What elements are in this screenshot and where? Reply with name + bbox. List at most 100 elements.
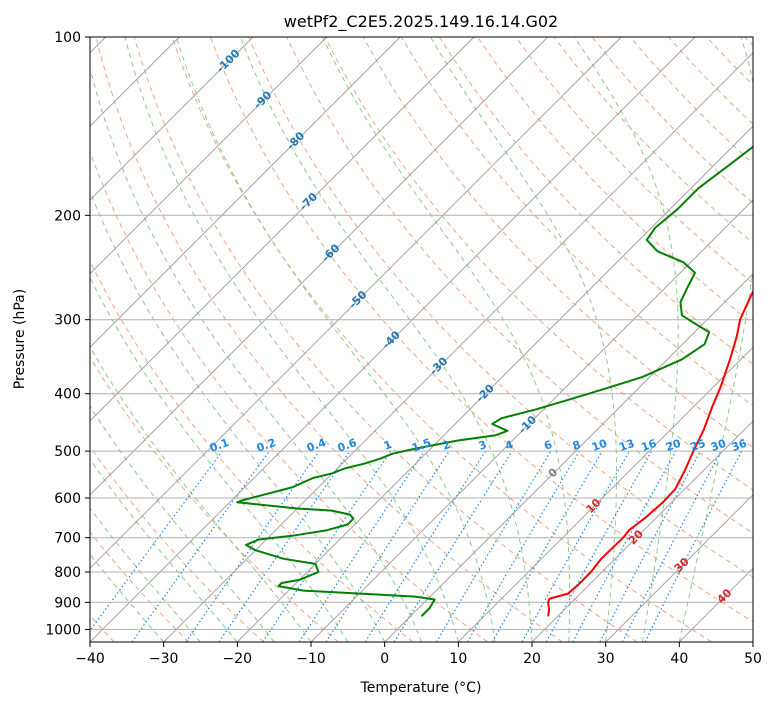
mixing-ratio-line	[90, 450, 223, 632]
grid	[90, 36, 753, 630]
y-axis-label: Pressure (hPa)	[12, 289, 28, 389]
isotherm	[90, 37, 622, 569]
mixing-ratio-label: 36	[730, 437, 749, 455]
mixing-ratio-line	[572, 450, 677, 642]
x-tick-label: 10	[449, 651, 467, 667]
isotherm-label: -20	[474, 381, 497, 404]
isotherm	[384, 273, 753, 642]
isotherm	[752, 641, 753, 642]
isotherm-label: -100	[214, 47, 243, 76]
mixing-ratio-label: 20	[664, 437, 683, 455]
isotherm-label: -70	[297, 190, 320, 213]
dry-adiabat	[133, 37, 638, 642]
isotherm	[90, 37, 475, 422]
mixing-ratio-label: 1.5	[410, 436, 433, 455]
moist-adiabat	[574, 37, 679, 642]
dry-adiabat	[668, 37, 753, 125]
moist-adiabat	[90, 276, 349, 642]
isotherm-label: -40	[380, 328, 403, 351]
mixing-ratio-label: 0.1	[208, 436, 231, 455]
dry-adiabat	[400, 37, 753, 407]
isotherm	[90, 37, 696, 642]
mixing-ratio-line	[466, 450, 580, 642]
isotherm-label: -80	[284, 129, 307, 152]
dry-adiabat	[90, 445, 264, 642]
annotations: -100-90-80-70-60-50-40-30-20-10010203040…	[208, 47, 749, 607]
mixing-ratio-label: 0.4	[305, 436, 328, 455]
y-tick-label: 600	[54, 491, 81, 507]
isotherm	[90, 37, 254, 201]
x-tick-label: −40	[75, 651, 105, 667]
dry-adiabat	[90, 531, 190, 642]
mixing-ratio-label: 0.6	[336, 436, 359, 455]
isotherm	[605, 494, 753, 642]
moist-adiabat	[90, 553, 165, 642]
mixing-ratio-line	[298, 450, 425, 642]
mixing-ratio-label: 8	[571, 438, 583, 453]
dry-adiabat	[706, 37, 753, 86]
isotherm	[90, 37, 549, 496]
moist-adiabat	[90, 507, 201, 642]
isotherm	[531, 420, 753, 642]
mixing-ratio-label: 10	[590, 437, 609, 455]
y-tick-label: 300	[54, 313, 81, 329]
y-tick-label: 800	[54, 565, 81, 581]
series-lines	[236, 145, 753, 617]
mixing-ratio-label: 30	[709, 437, 728, 455]
y-tick-label: 400	[54, 387, 81, 403]
y-axis-ticks: 100 200 300 400 500 600 700 800 900 1000	[45, 30, 90, 638]
x-tick-label: 0	[380, 651, 389, 667]
moist-adiabat	[90, 189, 386, 642]
moist-adiabat	[175, 37, 496, 642]
dry-adiabat	[591, 37, 753, 204]
dry-adiabat	[515, 37, 753, 284]
dry-adiabat	[438, 37, 753, 366]
moist-adiabat	[430, 37, 617, 642]
mixing-ratio-line	[644, 450, 743, 642]
y-tick-label: 500	[54, 444, 81, 460]
background-lines	[90, 37, 753, 642]
moist-adiabat	[322, 37, 571, 642]
x-axis-ticks: −40 −30 −20 −10 0 10 20 30 40 50	[75, 642, 762, 667]
mixing-ratio-line	[262, 450, 392, 642]
isotherm	[163, 52, 753, 642]
mixing-ratio-line	[185, 450, 320, 642]
isotherm-label-hot: 10	[584, 496, 604, 516]
x-tick-label: 50	[744, 651, 762, 667]
plot-frame	[89, 36, 754, 643]
x-tick-label: −30	[149, 651, 179, 667]
mixing-ratio-label: 2	[441, 438, 453, 453]
mixing-ratio-line	[218, 450, 351, 642]
mixing-ratio-line	[393, 450, 513, 642]
isotherm	[678, 567, 753, 642]
y-tick-label: 900	[54, 595, 81, 611]
mixing-ratio-label: 6	[542, 438, 554, 453]
mixing-ratio-label: 3	[477, 438, 489, 453]
dry-adiabat	[248, 37, 753, 578]
mixing-ratio-label: 13	[617, 437, 636, 454]
mixing-ratio-line	[131, 450, 270, 642]
moist-adiabat	[124, 37, 459, 642]
y-tick-label: 1000	[45, 622, 81, 638]
mixing-ratio-line	[435, 450, 552, 642]
chart-title: wetPf2_C2E5.2025.149.16.14.G02	[284, 12, 558, 32]
y-tick-label: 200	[54, 208, 81, 224]
mixing-ratio-line	[545, 450, 653, 642]
moist-adiabat	[239, 37, 533, 642]
dry-adiabat	[171, 37, 712, 642]
mixing-ratio-label: 0.2	[255, 436, 278, 455]
isotherm-label: -30	[427, 354, 450, 377]
dry-adiabat	[90, 150, 488, 642]
dry-adiabat	[90, 259, 414, 642]
isotherm	[90, 37, 401, 348]
x-tick-label: 40	[670, 651, 688, 667]
mixing-ratio-label: 25	[688, 437, 707, 454]
x-tick-label: 20	[523, 651, 541, 667]
y-tick-label: 100	[54, 30, 81, 46]
moist-adiabat	[90, 405, 275, 642]
mixing-ratio-line	[325, 450, 450, 642]
dry-adiabat	[744, 37, 753, 47]
mixing-ratio-line	[521, 450, 631, 642]
x-axis-label: Temperature (°C)	[360, 680, 482, 696]
